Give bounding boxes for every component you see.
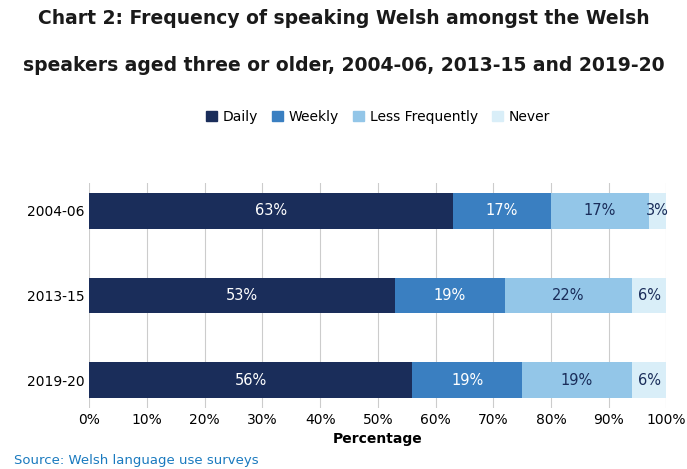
Text: 63%: 63% bbox=[255, 204, 287, 219]
Text: 17%: 17% bbox=[486, 204, 518, 219]
Text: 19%: 19% bbox=[561, 372, 593, 387]
Bar bbox=[395, 278, 505, 313]
Text: 53%: 53% bbox=[226, 288, 258, 303]
Legend: Daily, Weekly, Less Frequently, Never: Daily, Weekly, Less Frequently, Never bbox=[201, 104, 555, 129]
Text: Chart 2: Frequency of speaking Welsh amongst the Welsh: Chart 2: Frequency of speaking Welsh amo… bbox=[38, 9, 649, 29]
Bar bbox=[89, 278, 395, 313]
X-axis label: Percentage: Percentage bbox=[333, 432, 423, 446]
Text: 19%: 19% bbox=[434, 288, 466, 303]
Text: speakers aged three or older, 2004-06, 2013-15 and 2019-20: speakers aged three or older, 2004-06, 2… bbox=[23, 56, 664, 76]
Bar bbox=[505, 278, 632, 313]
Bar bbox=[551, 193, 649, 229]
Text: 6%: 6% bbox=[638, 372, 661, 387]
Bar bbox=[632, 362, 666, 398]
Bar bbox=[89, 362, 412, 398]
Text: 3%: 3% bbox=[646, 204, 669, 219]
Bar bbox=[649, 193, 666, 229]
Bar bbox=[453, 193, 551, 229]
Bar bbox=[632, 278, 666, 313]
Text: 56%: 56% bbox=[235, 372, 267, 387]
Text: 17%: 17% bbox=[584, 204, 616, 219]
Bar bbox=[412, 362, 522, 398]
Text: 6%: 6% bbox=[638, 288, 661, 303]
Text: 22%: 22% bbox=[552, 288, 585, 303]
Text: Source: Welsh language use surveys: Source: Welsh language use surveys bbox=[14, 454, 258, 467]
Bar bbox=[522, 362, 632, 398]
Text: 19%: 19% bbox=[451, 372, 484, 387]
Bar bbox=[89, 193, 453, 229]
